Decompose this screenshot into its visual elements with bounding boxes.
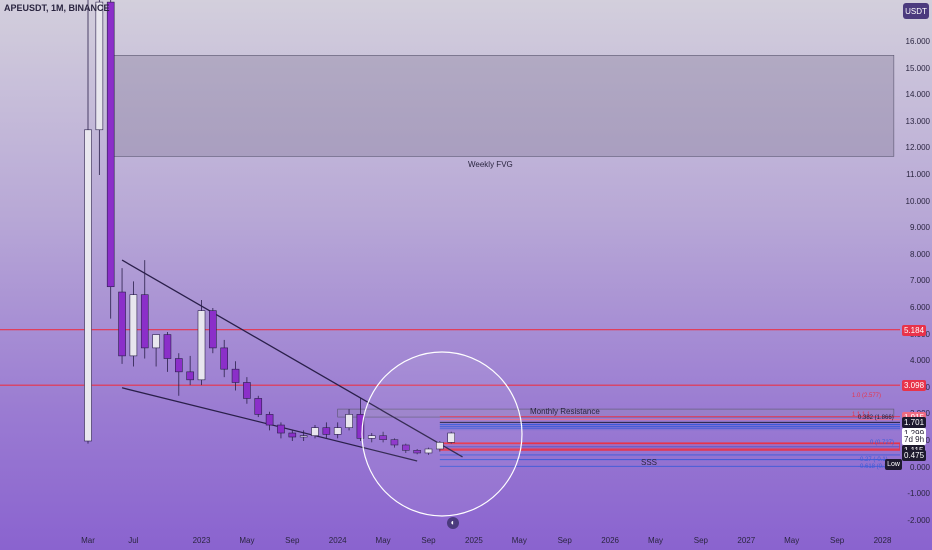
time-tick-label: Sep xyxy=(285,536,300,545)
price-tag: 7d 9h xyxy=(902,434,927,446)
currency-button[interactable]: USDT xyxy=(903,3,929,19)
weekly-fvg-label: Weekly FVG xyxy=(468,160,513,169)
price-tick-label: 11.000 xyxy=(906,170,930,179)
candle-body xyxy=(390,439,399,446)
time-tick-label: May xyxy=(375,536,391,545)
candle-body xyxy=(413,450,421,454)
candle-body xyxy=(277,424,285,434)
fib-zero-label: 0 (0.727) xyxy=(870,440,895,446)
candle-body xyxy=(163,334,172,359)
fib-top-label: 1.0 (2.577) xyxy=(852,393,882,399)
candle-body xyxy=(84,129,92,442)
price-tick-label: 12.000 xyxy=(905,143,930,153)
candle-body xyxy=(140,294,149,349)
candle-body xyxy=(345,414,353,428)
price-tick-label: -1.000 xyxy=(907,489,930,499)
time-tick-label: 2026 xyxy=(601,536,619,545)
sss-label: SSS xyxy=(641,458,658,467)
price-tag: 0.475 xyxy=(902,449,927,461)
time-tick-label: Sep xyxy=(693,536,709,545)
price-tick-label: 15.000 xyxy=(905,63,930,73)
candle-body xyxy=(401,444,410,451)
candle-body xyxy=(254,398,263,415)
chart-canvas[interactable] xyxy=(0,0,900,532)
time-axis[interactable]: Mar Jul 2023 May Sep 2024 May Sep 2025 May Sep 2026… xyxy=(0,532,900,550)
candle-body xyxy=(152,334,160,349)
time-tick-label: Sep xyxy=(829,536,845,545)
candle-body xyxy=(186,371,194,381)
fib-neg-label: -0.618 (0.131) xyxy=(858,464,896,470)
time-tick-label: 2028 xyxy=(873,536,892,545)
price-tick-label: 7.000 xyxy=(909,276,930,286)
highlight-circle xyxy=(361,351,523,517)
time-tick-label: May xyxy=(239,536,255,545)
monthly-resistance-label: Monthly Resistance xyxy=(530,407,600,416)
candle-body xyxy=(356,414,365,439)
candle-body xyxy=(311,427,319,436)
candle-body xyxy=(243,382,251,399)
candle-body xyxy=(220,347,228,370)
price-tick-label: 14.000 xyxy=(905,90,930,100)
candle-body xyxy=(231,368,240,383)
symbol-title: APEUSDT, 1M, BINANCE xyxy=(4,3,110,13)
fib-band xyxy=(439,422,900,431)
price-tick-label: 4.000 xyxy=(909,356,930,366)
price-tick-label: 6.000 xyxy=(909,303,930,312)
time-tick-label: May xyxy=(511,536,527,545)
time-tick-label: 2023 xyxy=(192,536,211,545)
candle-body xyxy=(367,435,376,439)
candle-body xyxy=(118,291,126,357)
candle-body xyxy=(447,432,456,443)
price-tick-label: 0.000 xyxy=(909,462,930,472)
trendline xyxy=(121,259,463,458)
price-chart[interactable] xyxy=(0,0,900,532)
price-tick-label: 8.000 xyxy=(909,249,930,259)
candle-body xyxy=(265,414,274,426)
low-badge: Low xyxy=(885,459,902,470)
fib-mid-label: 0.382 (1.866) xyxy=(858,415,894,421)
candle-body xyxy=(436,442,444,450)
candle-body xyxy=(129,294,138,357)
price-tag: 1.915 xyxy=(902,411,927,423)
time-tick-label: Sep xyxy=(421,536,436,545)
candle-body xyxy=(175,358,183,373)
fib-marks-upper: 1 1 1 1 xyxy=(852,412,871,418)
candle-body xyxy=(379,435,387,440)
candle-body xyxy=(299,435,308,438)
candle-body xyxy=(333,427,342,435)
candle-body xyxy=(106,1,115,288)
candle-body xyxy=(288,432,297,438)
time-tick-label: Mar xyxy=(81,536,95,545)
price-tick-label: 13.000 xyxy=(905,116,930,126)
candle-body xyxy=(424,448,433,454)
price-tick-label: -2.000 xyxy=(907,515,930,525)
price-tag: 5.184 xyxy=(902,324,927,336)
price-tag: 3.098 xyxy=(902,380,927,392)
time-tick-label: May xyxy=(784,536,800,545)
price-tag: 1.701 xyxy=(902,417,927,429)
price-tick-label: 16.000 xyxy=(905,37,930,46)
candle-body xyxy=(95,1,104,131)
time-tick-label: 2024 xyxy=(328,536,347,545)
candle-body xyxy=(209,310,217,349)
time-tick-label: 2025 xyxy=(464,536,483,545)
candle-body xyxy=(197,310,206,381)
price-tag: 1.299 xyxy=(902,428,927,440)
price-tick-label: 9.000 xyxy=(909,223,930,233)
candle-body xyxy=(322,427,331,435)
tradingview-logo-icon[interactable]: ◐ xyxy=(447,517,459,529)
time-tick-label: Jul xyxy=(128,536,139,545)
time-tick-label: Sep xyxy=(557,536,572,545)
fib-lower-marks: -0.27 (-0.1) xyxy=(858,457,888,463)
weekly-fvg-zone xyxy=(110,54,895,157)
price-tick-label: 10.000 xyxy=(905,196,930,206)
time-tick-label: May xyxy=(647,536,664,545)
time-tick-label: 2027 xyxy=(737,536,756,545)
